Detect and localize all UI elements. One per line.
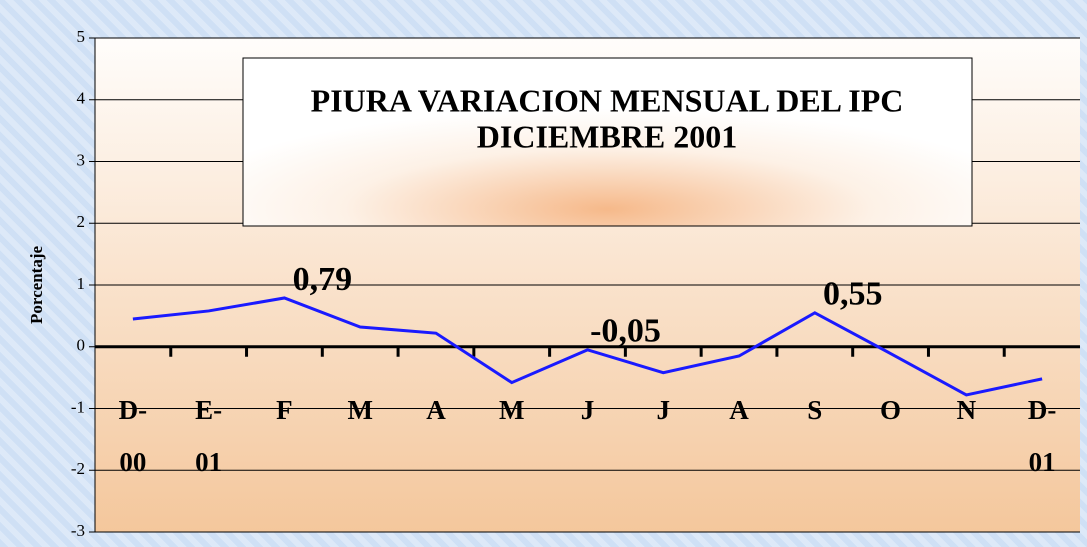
y-axis-label: Porcentaje <box>27 246 46 324</box>
data-label: 0,55 <box>823 276 883 313</box>
title-box <box>242 57 973 227</box>
y-tick-label: -2 <box>71 459 85 478</box>
y-tick-label: 5 <box>77 27 86 46</box>
y-tick-label: 0 <box>77 336 86 355</box>
x-tick-label: E-01 <box>195 395 223 477</box>
y-tick-label: 4 <box>77 89 86 108</box>
x-tick-label: D-00 <box>118 395 148 477</box>
y-tick-label: -3 <box>71 521 85 540</box>
x-tick-label: S <box>807 395 823 425</box>
chart-subtitle: DICIEMBRE 2001 <box>477 118 737 154</box>
y-tick-label: 1 <box>77 274 86 293</box>
x-tick-label: F <box>276 395 293 425</box>
x-tick-label: J <box>580 395 595 425</box>
x-tick-label: J <box>656 395 671 425</box>
x-tick-label: M <box>347 395 373 425</box>
x-tick-label: A <box>729 395 749 425</box>
x-tick-label: N <box>956 395 977 425</box>
chart-title: PIURA VARIACION MENSUAL DEL IPC <box>311 82 904 118</box>
data-label: -0,05 <box>590 313 661 350</box>
x-tick-label: O <box>880 395 902 425</box>
data-line <box>132 296 1043 397</box>
y-tick-label: 3 <box>77 150 86 169</box>
x-tick-label: M <box>498 395 525 425</box>
x-tick-label: A <box>426 395 446 425</box>
x-tick-label: D-01 <box>1027 395 1057 477</box>
y-tick-label: -1 <box>71 397 85 416</box>
y-tick-label: 2 <box>77 212 86 231</box>
data-label: 0,79 <box>293 261 353 298</box>
